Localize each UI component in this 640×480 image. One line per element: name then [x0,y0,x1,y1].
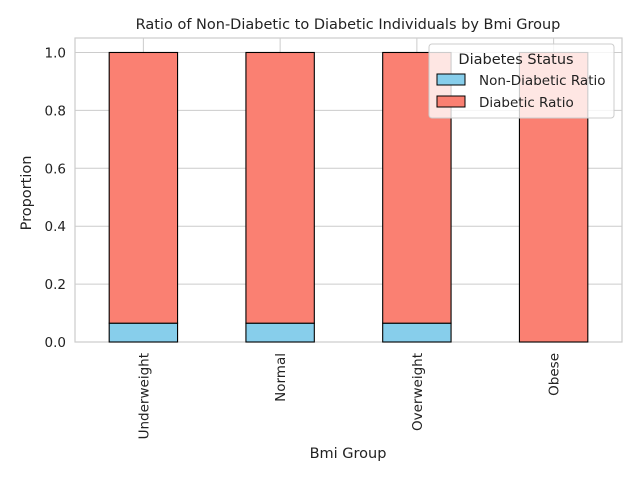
y-tick-label: 1.0 [45,45,66,61]
legend-label-diabetic: Diabetic Ratio [479,95,574,111]
bar-non-diabetic-normal [245,322,315,343]
bar-non-diabetic-overweight [382,322,452,343]
x-tick-label: Underweight [136,353,152,439]
y-tick-label: 0.2 [45,277,66,293]
y-tick-label: 0.0 [45,335,66,351]
y-tick-label: 0.6 [45,161,66,177]
legend-box [428,43,615,119]
chart-title: Ratio of Non-Diabetic to Diabetic Indivi… [136,17,561,33]
legend-title: Diabetes Status [458,52,573,68]
y-tick-label: 0.8 [45,103,66,119]
y-axis-ticks: 0.0 0.2 0.4 0.6 0.8 1.0 [45,45,66,351]
bar-non-diabetic-underweight [108,322,179,343]
bar-diabetic-normal [245,51,315,324]
y-tick-label: 0.4 [45,219,66,235]
x-axis-label: Bmi Group [310,446,387,462]
legend-swatch-diabetic [436,95,466,108]
x-tick-label: Obese [547,353,563,396]
legend: Diabetes Status Non-Diabetic Ratio Diabe… [428,43,615,119]
bar-diabetic-underweight [108,51,179,324]
x-axis-ticks: Underweight Normal Overweight Obese [136,353,562,439]
legend-swatch-non-diabetic [436,73,466,86]
x-tick-label: Normal [273,353,289,402]
plot-frame [74,37,623,343]
x-tick-label: Overweight [410,353,426,431]
y-axis-label: Proportion [19,156,35,231]
legend-label-non-diabetic: Non-Diabetic Ratio [479,73,606,89]
